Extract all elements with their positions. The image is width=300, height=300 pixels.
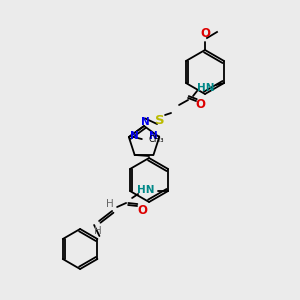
- Text: HN: HN: [137, 185, 155, 195]
- Text: CH₃: CH₃: [149, 135, 164, 144]
- Text: N: N: [130, 131, 139, 141]
- Text: HN: HN: [197, 83, 215, 93]
- Text: H: H: [106, 199, 114, 209]
- Text: N: N: [141, 117, 149, 127]
- Text: N: N: [149, 131, 158, 141]
- Text: S: S: [155, 113, 165, 127]
- Text: H: H: [94, 226, 102, 236]
- Text: O: O: [200, 27, 210, 40]
- Text: O: O: [137, 205, 147, 218]
- Text: O: O: [195, 98, 205, 112]
